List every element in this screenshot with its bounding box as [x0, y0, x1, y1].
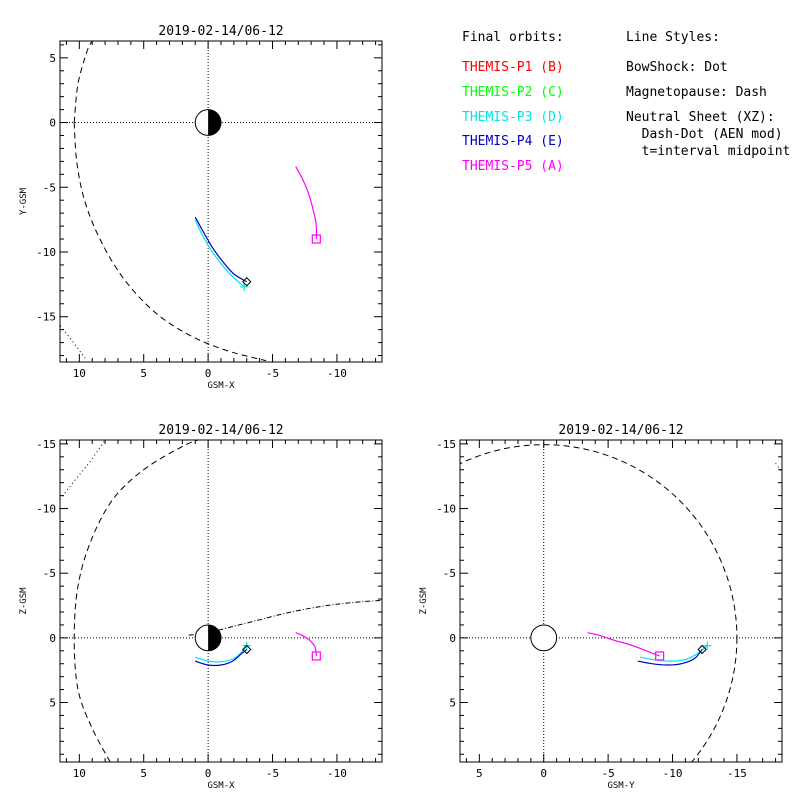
magnetopause-curve	[73, 122, 267, 362]
y-tick-label: 0	[49, 632, 56, 645]
x-axis-label: GSM-Y	[607, 781, 635, 791]
magnetopause-curve-lower	[73, 41, 93, 123]
x-tick-label: -5	[601, 767, 614, 780]
styles-header: Line Styles:	[626, 30, 720, 45]
x-tick-label: 10	[73, 767, 86, 780]
y-tick-label: -15	[36, 438, 56, 451]
orbit-end-diamond-marker	[697, 644, 707, 655]
y-tick-label: -5	[43, 567, 56, 580]
x-tick-label: -10	[327, 367, 347, 380]
style-line-aen-mod: Dash-Dot (AEN mod)	[626, 127, 783, 142]
xz-orbit-panel: 10 5 0 -5 -10 5 0 -5 -10 -15 2019-02-14/06-12 GSM-X…	[19, 423, 383, 791]
x-axis-label: GSM-X	[207, 381, 235, 391]
probe-label-p2: THEMIS-P2 (C)	[462, 85, 564, 100]
orbit-line-themis-p4	[637, 649, 703, 666]
y-tick-label: -10	[436, 503, 456, 516]
y-tick-label: -15	[436, 438, 456, 451]
legend-block: Final orbits: THEMIS-P1 (B) THEMIS-P2 (C…	[462, 30, 790, 174]
x-axis-label: GSM-X	[207, 781, 235, 791]
style-line-bowshock: BowShock: Dot	[626, 60, 728, 75]
orbit-line-themis-p5	[295, 166, 318, 240]
x-tick-label: -5	[266, 767, 279, 780]
orbit-line-themis-p5	[587, 632, 660, 657]
orbit-line-themis-p4	[195, 649, 248, 667]
y-tick-label: 0	[449, 632, 456, 645]
orbit-end-square-marker	[655, 651, 665, 661]
probe-label-p4: THEMIS-P4 (E)	[462, 134, 564, 149]
panel-title: 2019-02-14/06-12	[158, 423, 283, 438]
y-axis-label: Z-GSM	[19, 587, 29, 615]
y-tick-label: 5	[49, 697, 56, 710]
x-tick-label: -10	[327, 767, 347, 780]
orbit-line-themis-p3	[194, 219, 245, 288]
style-line-midpoint: t=interval midpoint	[626, 144, 790, 159]
orbit-end-diamond-marker	[242, 644, 252, 655]
plot-frame	[59, 40, 383, 363]
plot-area	[60, 41, 382, 362]
y-tick-label: -5	[443, 567, 456, 580]
orbit-end-plus-marker	[240, 282, 249, 291]
orbit-end-square-marker	[311, 234, 321, 244]
earth-night-side	[208, 624, 221, 651]
x-tick-label: 0	[540, 767, 547, 780]
neutral-sheet-curve	[188, 599, 382, 636]
x-tick-label: -5	[266, 367, 279, 380]
x-tick-label: 10	[73, 367, 86, 380]
x-tick-label: -10	[663, 767, 683, 780]
probe-label-p3: THEMIS-P3 (D)	[462, 110, 564, 125]
plot-area	[460, 440, 782, 762]
orbit-line-themis-p3	[640, 645, 708, 662]
bow-shock-curve	[775, 463, 782, 473]
orbit-end-square-marker	[311, 651, 321, 661]
panel-title: 2019-02-14/06-12	[158, 24, 283, 39]
bow-shock-curve	[60, 440, 106, 500]
orbits-header: Final orbits:	[462, 30, 564, 45]
yz-orbit-panel: 5 0 -5 -10 -15 5 0 -5 -10 -15 2019-02-14/06-12 GSM-…	[419, 423, 783, 791]
y-axis-label: Y-GSM	[19, 187, 29, 215]
y-tick-label: -10	[36, 246, 56, 259]
x-tick-label: 5	[140, 767, 147, 780]
orbit-end-diamond-marker	[242, 277, 252, 287]
x-tick-label: 0	[205, 767, 212, 780]
plot-area	[60, 440, 382, 762]
probe-label-p5: THEMIS-P5 (A)	[462, 159, 564, 174]
y-tick-label: -10	[36, 503, 56, 516]
y-tick-label: 5	[49, 52, 56, 65]
orbit-line-themis-p4	[194, 216, 248, 283]
style-line-magnetopause: Magnetopause: Dash	[626, 85, 767, 100]
y-tick-label: -5	[43, 181, 56, 194]
orbit-line-themis-p3	[195, 645, 248, 663]
y-tick-label: -15	[36, 311, 56, 324]
magnetopause-curve	[73, 440, 198, 762]
panel-title: 2019-02-14/06-12	[558, 423, 683, 438]
x-tick-label: -15	[727, 767, 747, 780]
y-axis-label: Z-GSM	[419, 587, 429, 615]
probe-label-p1: THEMIS-P1 (B)	[462, 60, 564, 75]
x-tick-label: 5	[140, 367, 147, 380]
style-line-neutral-sheet: Neutral Sheet (XZ):	[626, 110, 775, 125]
x-tick-label: 0	[205, 367, 212, 380]
x-tick-label: 5	[476, 767, 483, 780]
plot-frame	[459, 439, 783, 763]
y-tick-label: 5	[449, 697, 456, 710]
earth-night-side	[208, 109, 221, 136]
plot-frame	[59, 439, 383, 763]
orbit-end-plus-marker	[703, 641, 712, 650]
earth-icon	[530, 624, 558, 652]
orbit-line-themis-p5	[295, 632, 317, 657]
xy-orbit-panel: 10 5 0 -5 -10 5 0 -5 -10 -15 2019-02-14/06-12 GSM-X…	[19, 24, 383, 391]
y-tick-label: 0	[49, 117, 56, 130]
